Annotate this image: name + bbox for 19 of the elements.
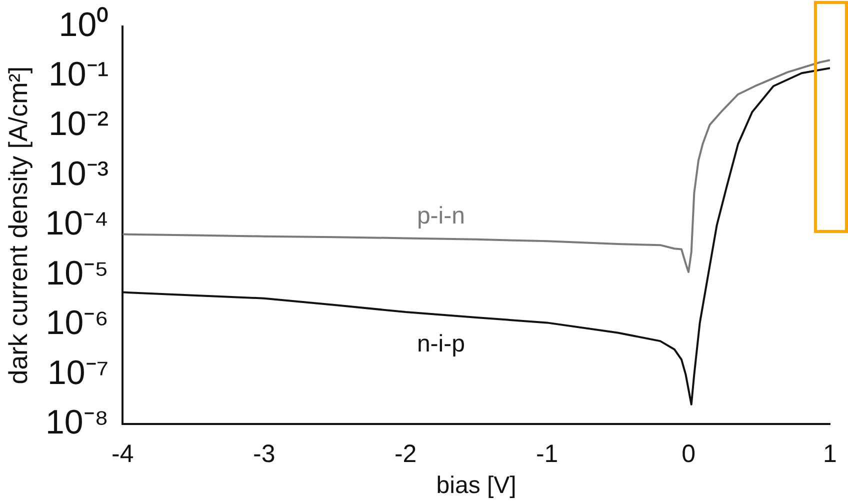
y-tick-label: 10⁻³	[48, 154, 109, 193]
x-tick-label: -2	[394, 440, 417, 468]
series-label: n-i-p	[416, 330, 465, 358]
x-tick-label: 0	[682, 440, 696, 468]
y-tick-label: 10⁻⁴	[45, 204, 109, 243]
y-tick-label: 10⁻¹	[48, 56, 109, 94]
y-tick-label: 10⁻⁷	[48, 354, 109, 392]
y-tick-label: 10⁻²	[48, 105, 109, 144]
y-axis-title: dark current density [A/cm²]	[2, 66, 33, 384]
series-label: p-i-n	[416, 202, 465, 230]
y-tick-label: 10⁻⁸	[45, 404, 109, 442]
x-tick-label: -3	[252, 440, 276, 468]
y-tick-label: 10⁰	[58, 6, 109, 44]
x-tick-label: 1	[823, 440, 837, 468]
x-tick-label: -4	[112, 440, 134, 468]
x-axis-title: bias [V]	[436, 472, 516, 500]
y-tick-label: 10⁻⁵	[46, 254, 109, 292]
y-tick-label: 10⁻⁶	[46, 304, 109, 342]
x-tick-label: -1	[536, 440, 558, 468]
